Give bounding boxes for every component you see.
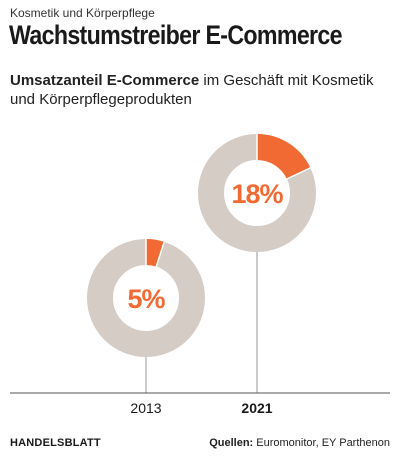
x-tick-label-2013: 2013 xyxy=(130,400,161,416)
value-label-2013: 5% xyxy=(127,284,165,314)
donut-slice-2021 xyxy=(256,134,311,180)
x-tick-label-2021: 2021 xyxy=(241,400,272,416)
kicker: Kosmetik und Körperpflege xyxy=(10,6,155,20)
source-note: Quellen: Euromonitor, EY Parthenon xyxy=(209,437,390,449)
subtitle-rest: im Geschäft mit Kosmetik und Körperpfleg… xyxy=(10,72,374,108)
source-text: Euromonitor, EY Parthenon xyxy=(253,437,390,449)
headline: Wachstumstreiber E-Commerce xyxy=(9,20,343,50)
slice-separator-2021-1 xyxy=(285,166,312,181)
subtitle: Umsatzanteil E-Commerce im Geschäft mit … xyxy=(10,71,390,109)
brand-label: HANDELSBLATT xyxy=(10,437,101,449)
slice-separator-2013-1 xyxy=(155,240,166,268)
donut-slice-2013 xyxy=(145,239,165,267)
value-label-2021: 18% xyxy=(231,179,283,209)
subtitle-bold: Umsatzanteil E-Commerce xyxy=(10,72,200,89)
source-label: Quellen: xyxy=(209,437,254,449)
